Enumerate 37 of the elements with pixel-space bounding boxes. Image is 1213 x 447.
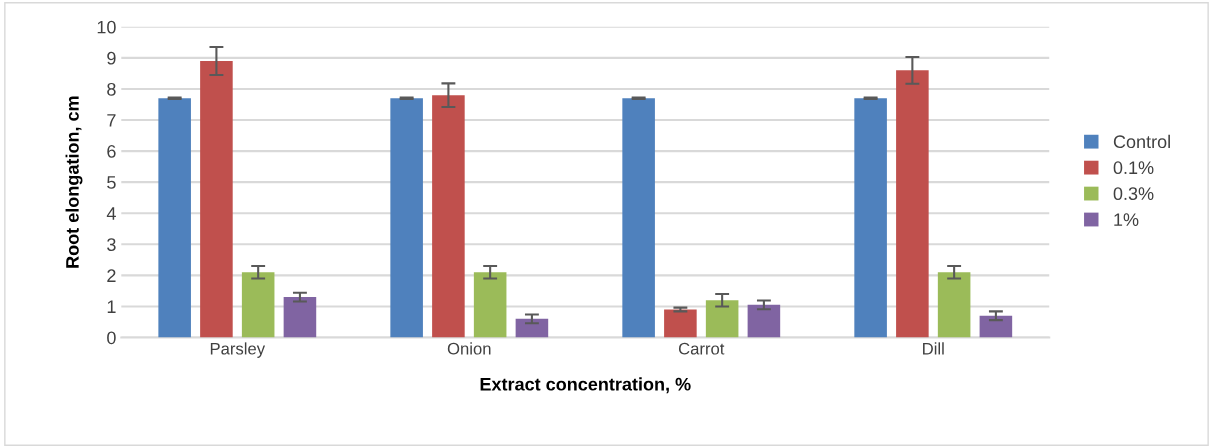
y-tick-label: 2 [107,269,116,282]
y-tick-label: 10 [97,20,116,34]
y-tick-label: 3 [107,238,116,252]
y-tick-label: 4 [106,207,116,220]
bar [664,309,697,338]
bar [390,98,423,338]
x-tick-label: Carrot [678,342,725,355]
y-tick-label: 9 [107,51,116,65]
bar [747,304,781,338]
bar [432,95,465,338]
x-axis-title: Extract concentration, % [480,377,691,394]
bar [200,60,233,338]
y-tick-label: 7 [107,114,116,127]
bar [854,98,887,338]
bar [473,272,507,338]
legend-label: 1% [1114,213,1139,226]
bar [979,315,1013,338]
bar [896,70,929,338]
bar [283,297,317,338]
bar [515,318,549,338]
x-tick-label: Parsley [210,342,266,358]
y-tick-label: 8 [107,82,116,96]
bar [158,98,191,338]
x-tick-label: Dill [923,342,944,355]
bar [705,300,739,338]
bar [622,98,655,338]
y-tick-label: 1 [107,300,116,313]
bar [937,272,971,338]
legend-label: 0.3% [1113,187,1154,201]
y-axis-title: Root elongation, cm [65,96,83,268]
legend-label: Control [1113,134,1170,149]
bar [241,272,275,338]
legend-label: 0.1% [1113,161,1154,175]
y-tick-label: 6 [107,145,116,158]
x-tick-label: Onion [447,342,491,355]
y-tick-label: 0 [107,331,116,345]
y-tick-label: 5 [107,176,116,189]
